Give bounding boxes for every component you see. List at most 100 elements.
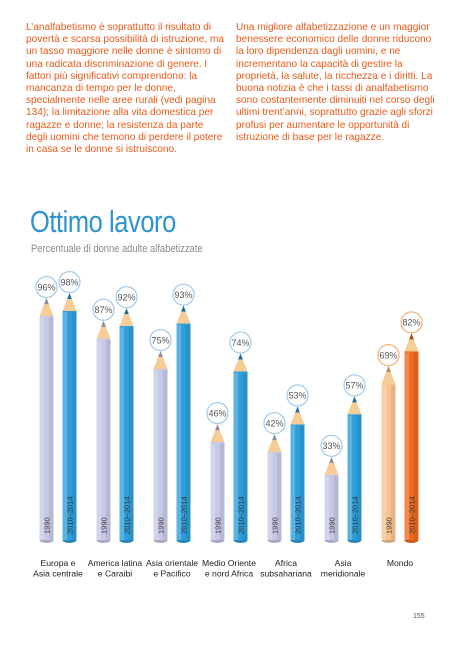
pencil-scallop <box>44 316 49 318</box>
pencil-scallop <box>267 452 273 454</box>
series-label: 1990 <box>270 517 279 534</box>
chart-subtitle: Percentuale di donne adulte alfabetizzat… <box>31 243 203 255</box>
pencil-scallop <box>124 326 129 328</box>
pencil-lead <box>295 406 300 413</box>
pencil-scallop <box>128 326 134 328</box>
category-label: Mondo <box>387 558 413 568</box>
value-label: 42% <box>265 418 283 428</box>
pencil-bar: 46% 1990 <box>206 401 229 543</box>
category-label: Asia orientale e Pacifico <box>146 558 198 579</box>
category-label-line: Europa e <box>41 558 76 568</box>
series-label: 2010–2014 <box>65 496 74 534</box>
pencil-highlight <box>176 323 182 540</box>
series-label: 1990 <box>99 517 108 534</box>
value-label: 57% <box>345 381 363 391</box>
category-label: Medio Oriente e nord Africa <box>202 558 256 579</box>
pencil-shade <box>299 424 305 540</box>
pencil-highlight <box>153 369 159 540</box>
value-label-circle <box>92 298 115 321</box>
category-label: Europa e Asia centrale <box>33 558 83 579</box>
pencil-scallop <box>233 371 239 374</box>
pencil-scallop <box>356 414 362 416</box>
pencil-highlight <box>324 474 330 540</box>
value-label: 69% <box>379 350 397 360</box>
value-label-circle <box>320 434 343 457</box>
pencil-highlight <box>381 384 387 540</box>
pencil-scallop <box>242 371 248 374</box>
pencil-lead <box>181 305 186 312</box>
pencil-bar: 53% 2010–2014 <box>286 384 309 543</box>
pencil-shade <box>71 311 77 540</box>
value-label: 93% <box>174 290 192 300</box>
pencil-shade <box>128 326 134 540</box>
pencil-body <box>119 326 134 540</box>
pencil-wood-tip <box>96 320 111 339</box>
text-column-right: Una migliore alfabetizzazione e un maggi… <box>236 22 436 144</box>
pencil-scallop <box>162 369 168 371</box>
pencil-scallop <box>290 424 296 426</box>
pencil-shade <box>333 474 339 540</box>
value-label: 82% <box>402 318 420 328</box>
pencil-body <box>347 414 362 540</box>
value-label-circle <box>149 328 172 352</box>
pencil-body <box>381 384 396 540</box>
category-label: America latina e Caraibi <box>88 558 143 579</box>
pencil-wood-tip <box>267 434 282 453</box>
pencil-highlight <box>119 326 125 540</box>
series-label: 1990 <box>213 517 222 534</box>
pencil-highlight <box>267 452 273 540</box>
pencil-scallop <box>409 351 414 353</box>
pencil-scallop <box>238 371 243 374</box>
paragraph-right: Una migliore alfabetizzazione e un maggi… <box>236 22 435 143</box>
category-label-line: Asia orientale <box>146 558 198 568</box>
value-label-circle <box>263 412 286 435</box>
pencil-scallop <box>210 442 216 444</box>
category-label-line: Medio Oriente <box>202 558 256 568</box>
pencil-body <box>267 452 282 540</box>
pencil-bar: 92% 2010–2014 <box>115 286 138 543</box>
pencil-body <box>96 338 111 540</box>
pencil-lead <box>386 366 391 373</box>
pencil-scallop <box>295 424 300 426</box>
pencil-highlight <box>210 442 216 540</box>
value-label: 33% <box>322 441 340 451</box>
pencil-lead <box>352 396 357 403</box>
pencil-wood-tip <box>119 308 134 327</box>
pencil-scallop <box>105 338 111 341</box>
pencil-shade <box>48 316 54 540</box>
category-label-line: e nord Africa <box>205 569 253 579</box>
pencil-lead <box>409 333 414 340</box>
value-label-circle <box>400 311 423 334</box>
category-label-line: e Pacifico <box>153 569 190 579</box>
pencil-lead <box>329 456 334 463</box>
pencil-scallop <box>333 474 339 477</box>
pencil-scallop <box>219 442 225 444</box>
pencil-body <box>233 371 248 540</box>
pencil-shade <box>390 384 396 540</box>
value-label: 46% <box>208 408 226 418</box>
pencil-scallop <box>404 351 410 353</box>
pencil-scallop <box>299 424 305 426</box>
pencil-scallop <box>181 323 186 326</box>
series-label: 2010–2014 <box>407 496 416 534</box>
pencil-scallop <box>386 384 391 386</box>
pencil-bar: 87% 1990 <box>92 298 115 543</box>
pencil-shade <box>105 338 111 540</box>
pencil-scallop <box>39 316 45 318</box>
pencil-scallop <box>71 311 77 313</box>
category-label-line: e Caraibi <box>98 569 132 579</box>
pencil-scallop <box>96 338 102 341</box>
pencil-scallop <box>176 323 182 326</box>
category-label-line: America latina <box>88 558 143 568</box>
pencil-lead <box>44 298 49 305</box>
series-label: 1990 <box>42 517 51 534</box>
pencil-shade <box>185 323 191 540</box>
pencil-lead <box>215 424 220 431</box>
pencil-scallop <box>352 414 357 416</box>
text-column-left: L’analfabetismo è soprattutto il risulta… <box>26 22 226 156</box>
category-label-line: Asia <box>335 558 352 568</box>
pencil-bar: 57% 2010–2014 <box>343 374 366 543</box>
series-label: 2010–2014 <box>350 496 359 534</box>
pencil-lead <box>272 434 277 441</box>
pencil-body <box>176 323 191 540</box>
